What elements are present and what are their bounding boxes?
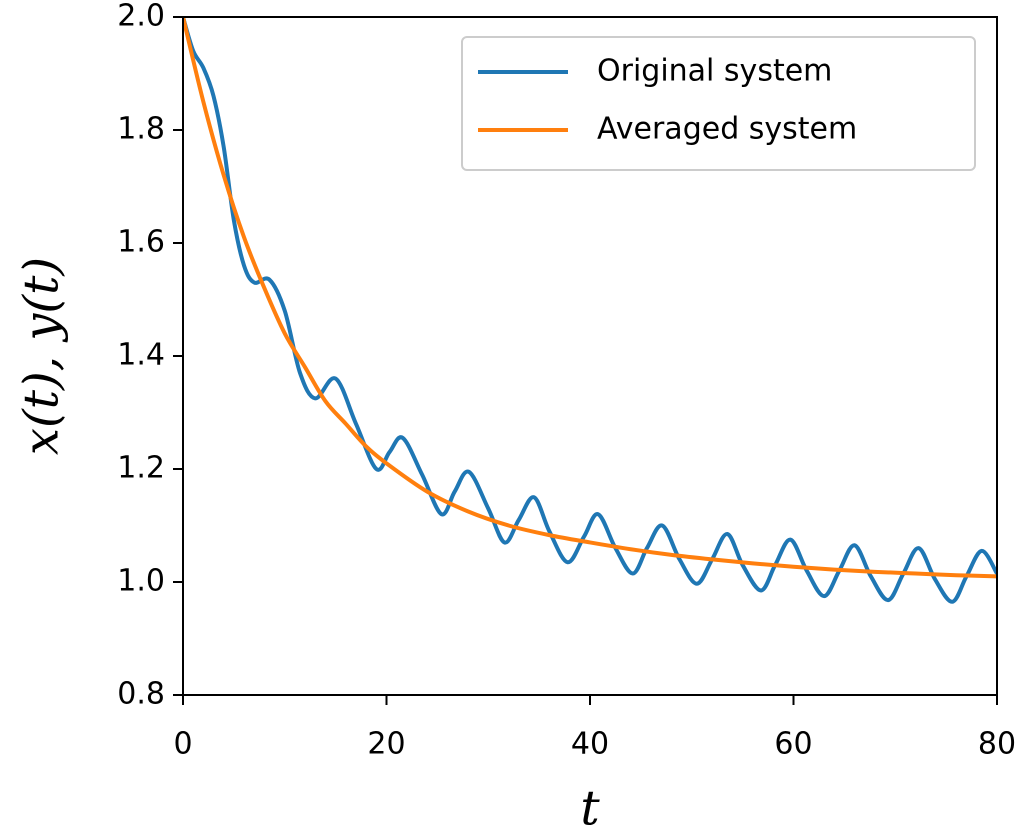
y-tick-label: 1.6: [117, 225, 165, 260]
y-tick-label: 0.8: [117, 677, 165, 712]
legend-label: Averaged system: [597, 112, 857, 147]
y-tick-label: 1.2: [117, 451, 165, 486]
plot-frame: [182, 16, 998, 696]
x-tick-label: 40: [571, 727, 609, 762]
series-line: [183, 17, 997, 579]
y-tick-label: 1.0: [117, 564, 165, 599]
y-tick-label: 1.4: [117, 338, 165, 373]
legend-label: Original system: [597, 54, 832, 89]
y-axis-label: x(t), y(t): [14, 257, 70, 455]
legend-box: [461, 36, 976, 171]
x-axis-label: t: [580, 781, 600, 833]
series-line: [183, 17, 997, 604]
x-tick-label: 80: [978, 727, 1016, 762]
x-tick-label: 60: [774, 727, 812, 762]
x-tick-label: 0: [173, 727, 192, 762]
x-tick-label: 20: [367, 727, 405, 762]
y-tick-label: 2.0: [117, 0, 165, 34]
y-tick-label: 1.8: [117, 112, 165, 147]
